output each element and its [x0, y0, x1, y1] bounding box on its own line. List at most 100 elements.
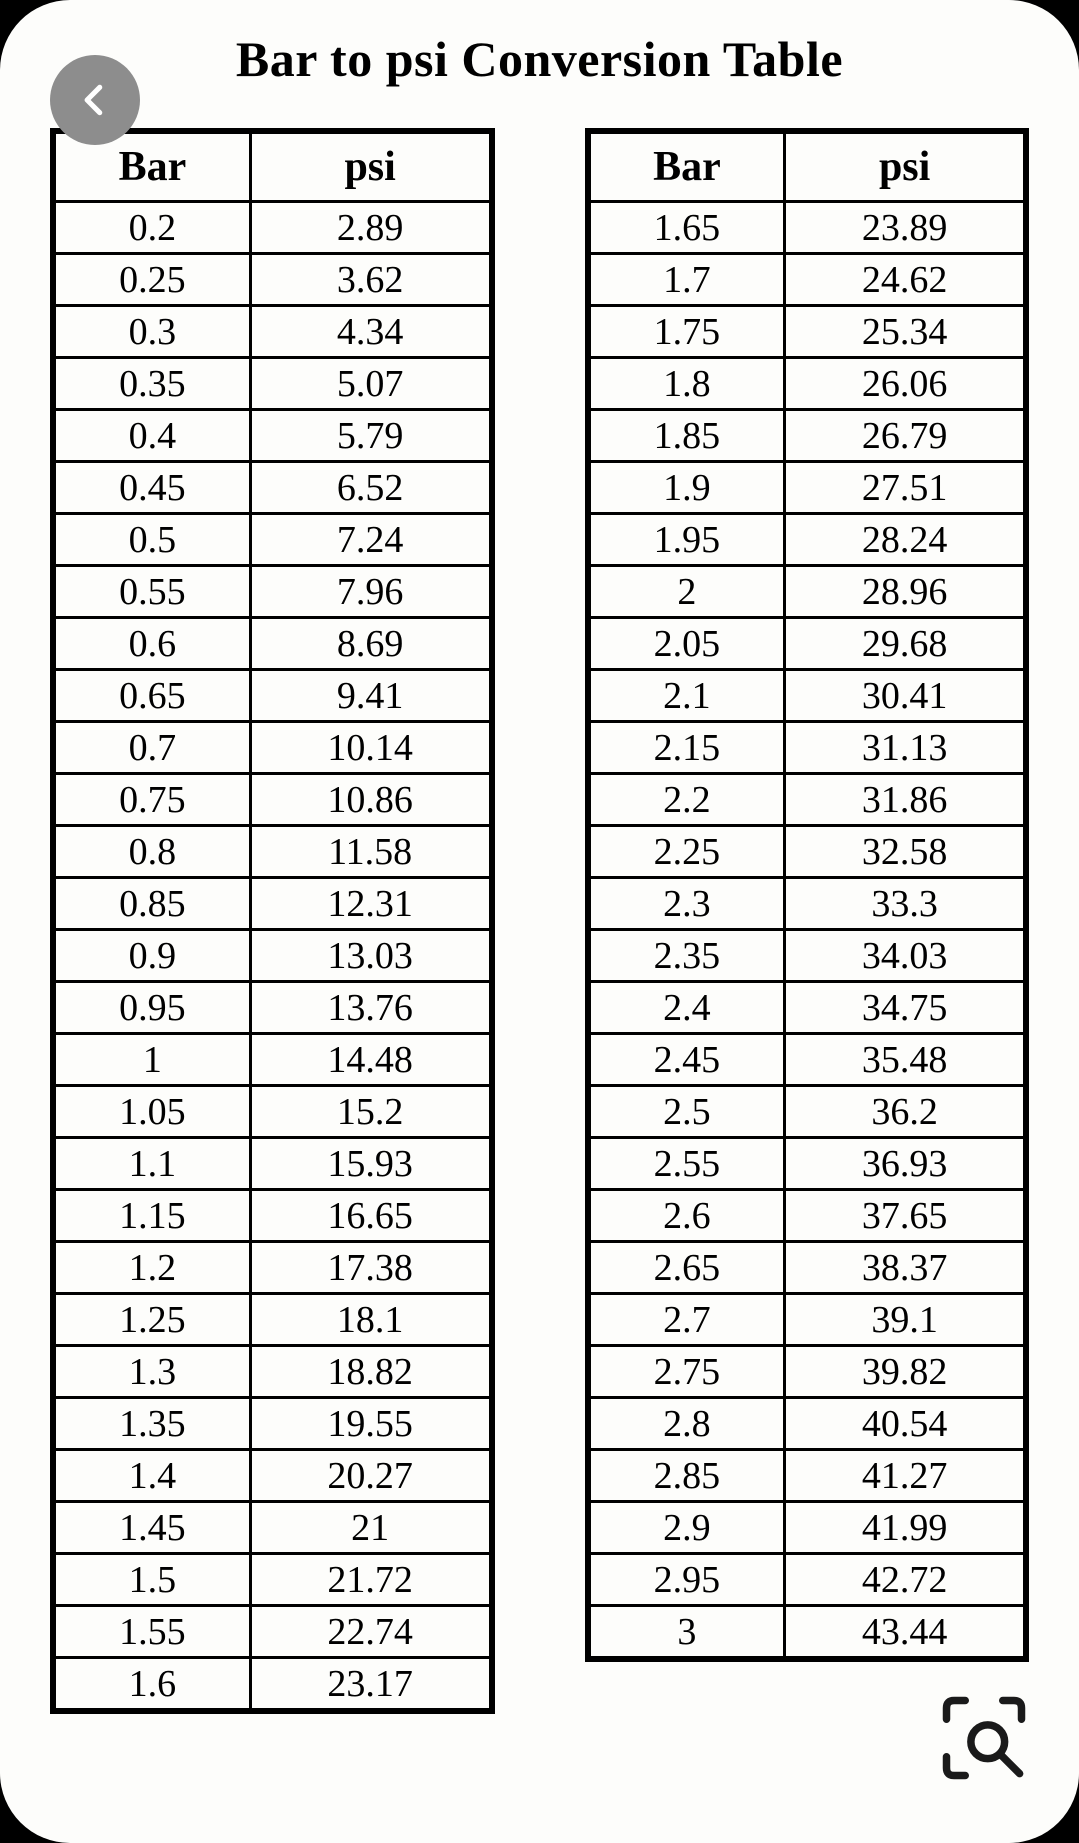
table-row: 1.8526.79: [588, 410, 1027, 462]
cell-psi: 17.38: [250, 1242, 491, 1294]
cell-psi: 13.76: [250, 982, 491, 1034]
cell-bar: 0.5: [53, 514, 250, 566]
cell-psi: 14.48: [250, 1034, 491, 1086]
google-lens-button[interactable]: [934, 1688, 1034, 1788]
table-row: 0.8512.31: [53, 878, 492, 930]
cell-bar: 2.05: [588, 618, 785, 670]
cell-psi: 9.41: [250, 670, 491, 722]
cell-bar: 2.8: [588, 1398, 785, 1450]
cell-psi: 2.89: [250, 202, 491, 254]
table-row: 1.826.06: [588, 358, 1027, 410]
table-row: 2.3534.03: [588, 930, 1027, 982]
table-row: 0.659.41: [53, 670, 492, 722]
table-row: 1.115.93: [53, 1138, 492, 1190]
table-row: 1.0515.2: [53, 1086, 492, 1138]
cell-bar: 1.65: [588, 202, 785, 254]
cell-bar: 3: [588, 1606, 785, 1660]
page-sheet: Bar to psi Conversion Table Bar psi 0.22…: [0, 0, 1079, 1843]
cell-psi: 20.27: [250, 1450, 491, 1502]
table-row: 2.8541.27: [588, 1450, 1027, 1502]
table-row: 0.22.89: [53, 202, 492, 254]
cell-psi: 33.3: [785, 878, 1026, 930]
table-row: 1.2518.1: [53, 1294, 492, 1346]
table-row: 0.811.58: [53, 826, 492, 878]
cell-psi: 28.96: [785, 566, 1026, 618]
cell-bar: 1.5: [53, 1554, 250, 1606]
table-row: 1.9528.24: [588, 514, 1027, 566]
cell-psi: 37.65: [785, 1190, 1026, 1242]
cell-psi: 6.52: [250, 462, 491, 514]
cell-bar: 2.2: [588, 774, 785, 826]
cell-psi: 18.1: [250, 1294, 491, 1346]
cell-psi: 10.86: [250, 774, 491, 826]
cell-bar: 2.6: [588, 1190, 785, 1242]
table-row: 2.6538.37: [588, 1242, 1027, 1294]
table-header-row: Bar psi: [53, 131, 492, 202]
cell-bar: 1.8: [588, 358, 785, 410]
cell-bar: 1.9: [588, 462, 785, 514]
cell-psi: 29.68: [785, 618, 1026, 670]
table-row: 0.9513.76: [53, 982, 492, 1034]
cell-bar: 0.45: [53, 462, 250, 514]
cell-bar: 1.05: [53, 1086, 250, 1138]
cell-psi: 26.06: [785, 358, 1026, 410]
cell-bar: 2.15: [588, 722, 785, 774]
page-title: Bar to psi Conversion Table: [40, 30, 1039, 88]
table-row: 2.333.3: [588, 878, 1027, 930]
table-row: 1.318.82: [53, 1346, 492, 1398]
cell-bar: 2.9: [588, 1502, 785, 1554]
cell-psi: 7.96: [250, 566, 491, 618]
cell-psi: 28.24: [785, 514, 1026, 566]
col-header-psi: psi: [250, 131, 491, 202]
cell-psi: 41.99: [785, 1502, 1026, 1554]
cell-bar: 1.25: [53, 1294, 250, 1346]
cell-psi: 15.2: [250, 1086, 491, 1138]
cell-psi: 34.75: [785, 982, 1026, 1034]
table-row: 0.456.52: [53, 462, 492, 514]
cell-psi: 13.03: [250, 930, 491, 982]
table-row: 2.536.2: [588, 1086, 1027, 1138]
cell-psi: 11.58: [250, 826, 491, 878]
cell-bar: 0.65: [53, 670, 250, 722]
cell-psi: 34.03: [785, 930, 1026, 982]
table-row: 0.45.79: [53, 410, 492, 462]
cell-bar: 1.4: [53, 1450, 250, 1502]
cell-psi: 8.69: [250, 618, 491, 670]
cell-bar: 2.7: [588, 1294, 785, 1346]
cell-bar: 1.15: [53, 1190, 250, 1242]
cell-psi: 25.34: [785, 306, 1026, 358]
cell-psi: 5.07: [250, 358, 491, 410]
table-row: 2.5536.93: [588, 1138, 1027, 1190]
cell-bar: 1.45: [53, 1502, 250, 1554]
cell-psi: 36.2: [785, 1086, 1026, 1138]
cell-psi: 21: [250, 1502, 491, 1554]
cell-psi: 31.86: [785, 774, 1026, 826]
left-column: Bar psi 0.22.890.253.620.34.340.355.070.…: [50, 128, 495, 1714]
table-row: 2.434.75: [588, 982, 1027, 1034]
table-row: 0.355.07: [53, 358, 492, 410]
cell-bar: 2.5: [588, 1086, 785, 1138]
cell-psi: 39.1: [785, 1294, 1026, 1346]
conversion-table-left: Bar psi 0.22.890.253.620.34.340.355.070.…: [50, 128, 495, 1714]
table-row: 0.68.69: [53, 618, 492, 670]
table-row: 0.913.03: [53, 930, 492, 982]
table-row: 2.1531.13: [588, 722, 1027, 774]
table-row: 1.4521: [53, 1502, 492, 1554]
cell-psi: 23.89: [785, 202, 1026, 254]
table-row: 2.941.99: [588, 1502, 1027, 1554]
table-row: 0.34.34: [53, 306, 492, 358]
cell-bar: 1.75: [588, 306, 785, 358]
table-row: 2.4535.48: [588, 1034, 1027, 1086]
conversion-table-right: Bar psi 1.6523.891.724.621.7525.341.826.…: [585, 128, 1030, 1662]
cell-psi: 3.62: [250, 254, 491, 306]
cell-psi: 24.62: [785, 254, 1026, 306]
cell-psi: 31.13: [785, 722, 1026, 774]
cell-psi: 40.54: [785, 1398, 1026, 1450]
cell-psi: 16.65: [250, 1190, 491, 1242]
cell-bar: 1.35: [53, 1398, 250, 1450]
table-row: 1.927.51: [588, 462, 1027, 514]
table-row: 0.7510.86: [53, 774, 492, 826]
cell-bar: 2.1: [588, 670, 785, 722]
cell-bar: 0.35: [53, 358, 250, 410]
back-button[interactable]: [50, 55, 140, 145]
